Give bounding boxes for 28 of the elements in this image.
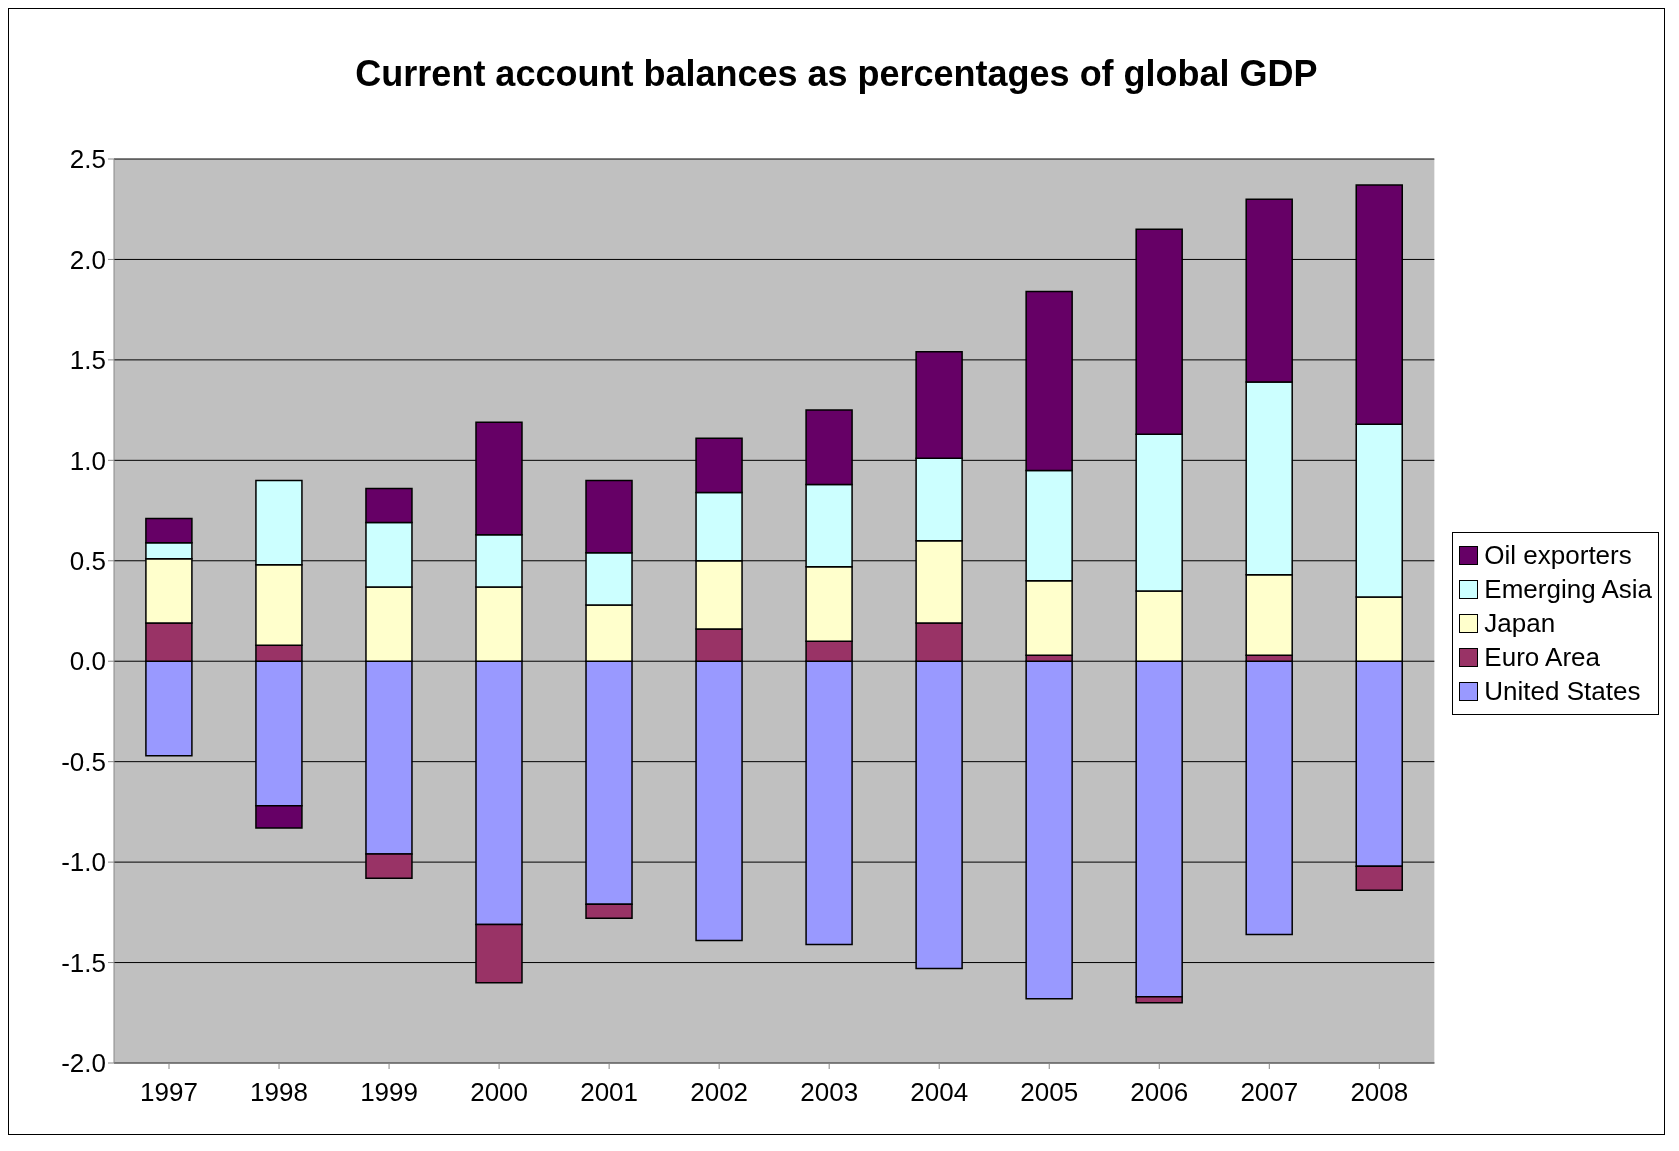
y-tick-label: -2.0 <box>61 1048 106 1079</box>
x-tick-label: 2006 <box>1130 1077 1189 1108</box>
x-tick-label: 1998 <box>250 1077 308 1108</box>
x-tick-label: 2007 <box>1240 1077 1299 1108</box>
x-tick-label: 2005 <box>1020 1077 1079 1108</box>
legend-label: Japan <box>1484 607 1556 639</box>
y-tick-label: 0.5 <box>69 546 106 577</box>
legend-label: Euro Area <box>1484 641 1600 673</box>
y-tick-label: 0.0 <box>69 646 106 677</box>
y-tick-label: 2.0 <box>69 244 106 275</box>
chart-title: Current account balances as percentages of global GDP <box>354 52 1319 96</box>
y-tick-label: -1.0 <box>61 847 106 878</box>
y-tick-label: -0.5 <box>61 746 106 777</box>
x-tick-label: 2008 <box>1350 1077 1409 1108</box>
legend-label: Emerging Asia <box>1484 573 1652 605</box>
x-tick-label: 2000 <box>470 1077 529 1108</box>
y-tick-label: -1.5 <box>61 947 106 978</box>
x-tick-label: 2003 <box>800 1077 859 1108</box>
x-tick-label: 2001 <box>580 1077 639 1108</box>
y-tick-label: 1.5 <box>69 345 106 376</box>
x-tick-label: 1997 <box>140 1077 198 1108</box>
legend-label: United States <box>1484 675 1641 707</box>
y-tick-label: 1.0 <box>69 445 106 476</box>
y-tick-label: 2.5 <box>69 144 106 175</box>
legend-label: Oil exporters <box>1484 539 1632 571</box>
x-tick-label: 2004 <box>910 1077 969 1108</box>
x-tick-label: 1999 <box>360 1077 418 1108</box>
x-tick-label: 2002 <box>690 1077 749 1108</box>
